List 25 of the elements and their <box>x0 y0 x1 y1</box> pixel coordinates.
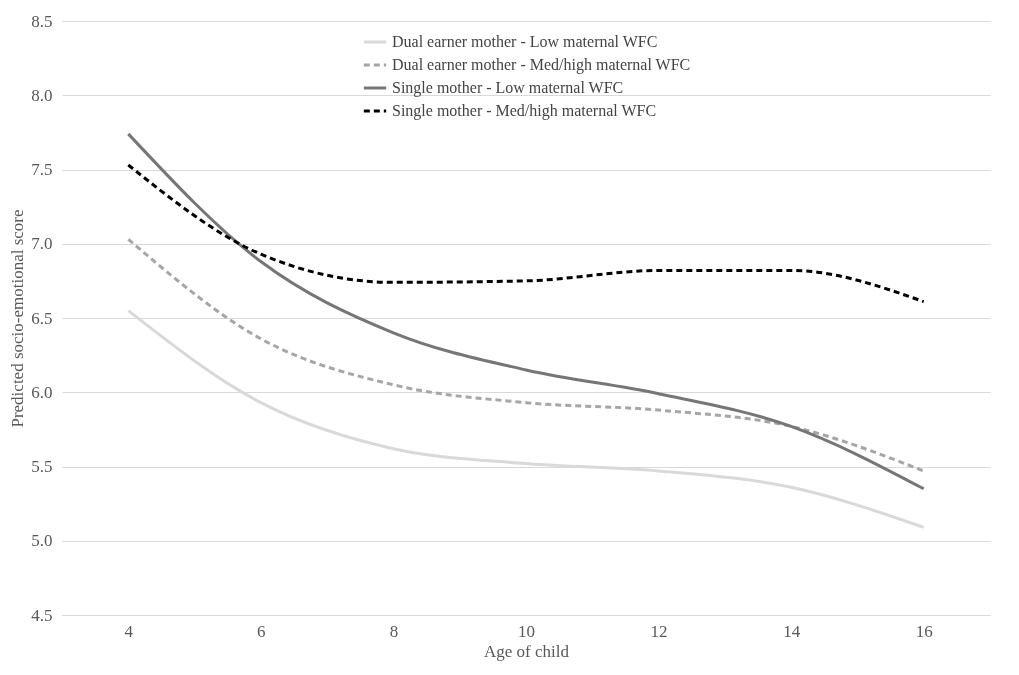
y-tick-label: 7.5 <box>31 160 53 179</box>
x-tick-label: 14 <box>783 621 801 641</box>
y-tick-label: 4.5 <box>31 605 53 625</box>
legend-label: Single mother - Low maternal WFC <box>392 79 624 97</box>
x-axis-title: Age of child <box>484 641 570 661</box>
line-series <box>126 132 926 491</box>
x-tick-label: 12 <box>650 621 668 641</box>
line-series <box>126 237 926 473</box>
y-tick-label: 6.5 <box>31 308 53 328</box>
y-tick-label: 8.5 <box>31 11 53 31</box>
y-tick-label: 7.0 <box>31 234 53 254</box>
legend-label: Dual earner mother - Med/high maternal WFC <box>392 56 691 74</box>
x-tick-label: 16 <box>915 621 933 641</box>
y-tick-label: 6.0 <box>31 382 53 402</box>
y-tick-label: 5.0 <box>31 531 53 551</box>
x-tick-label: 10 <box>518 621 535 641</box>
y-axis-title: Predicted socio-emotional score <box>8 209 28 428</box>
line-series <box>126 163 926 304</box>
legend-label: Dual earner mother - Low maternal WFC <box>392 33 658 50</box>
y-tick-label: 8.0 <box>31 85 53 105</box>
legend-label: Single mother - Med/high maternal WFC <box>392 102 657 120</box>
y-tick-label: 5.5 <box>31 457 53 476</box>
x-tick-label: 8 <box>389 621 399 641</box>
x-tick-label: 4 <box>124 621 134 641</box>
x-tick-label: 6 <box>257 621 266 641</box>
